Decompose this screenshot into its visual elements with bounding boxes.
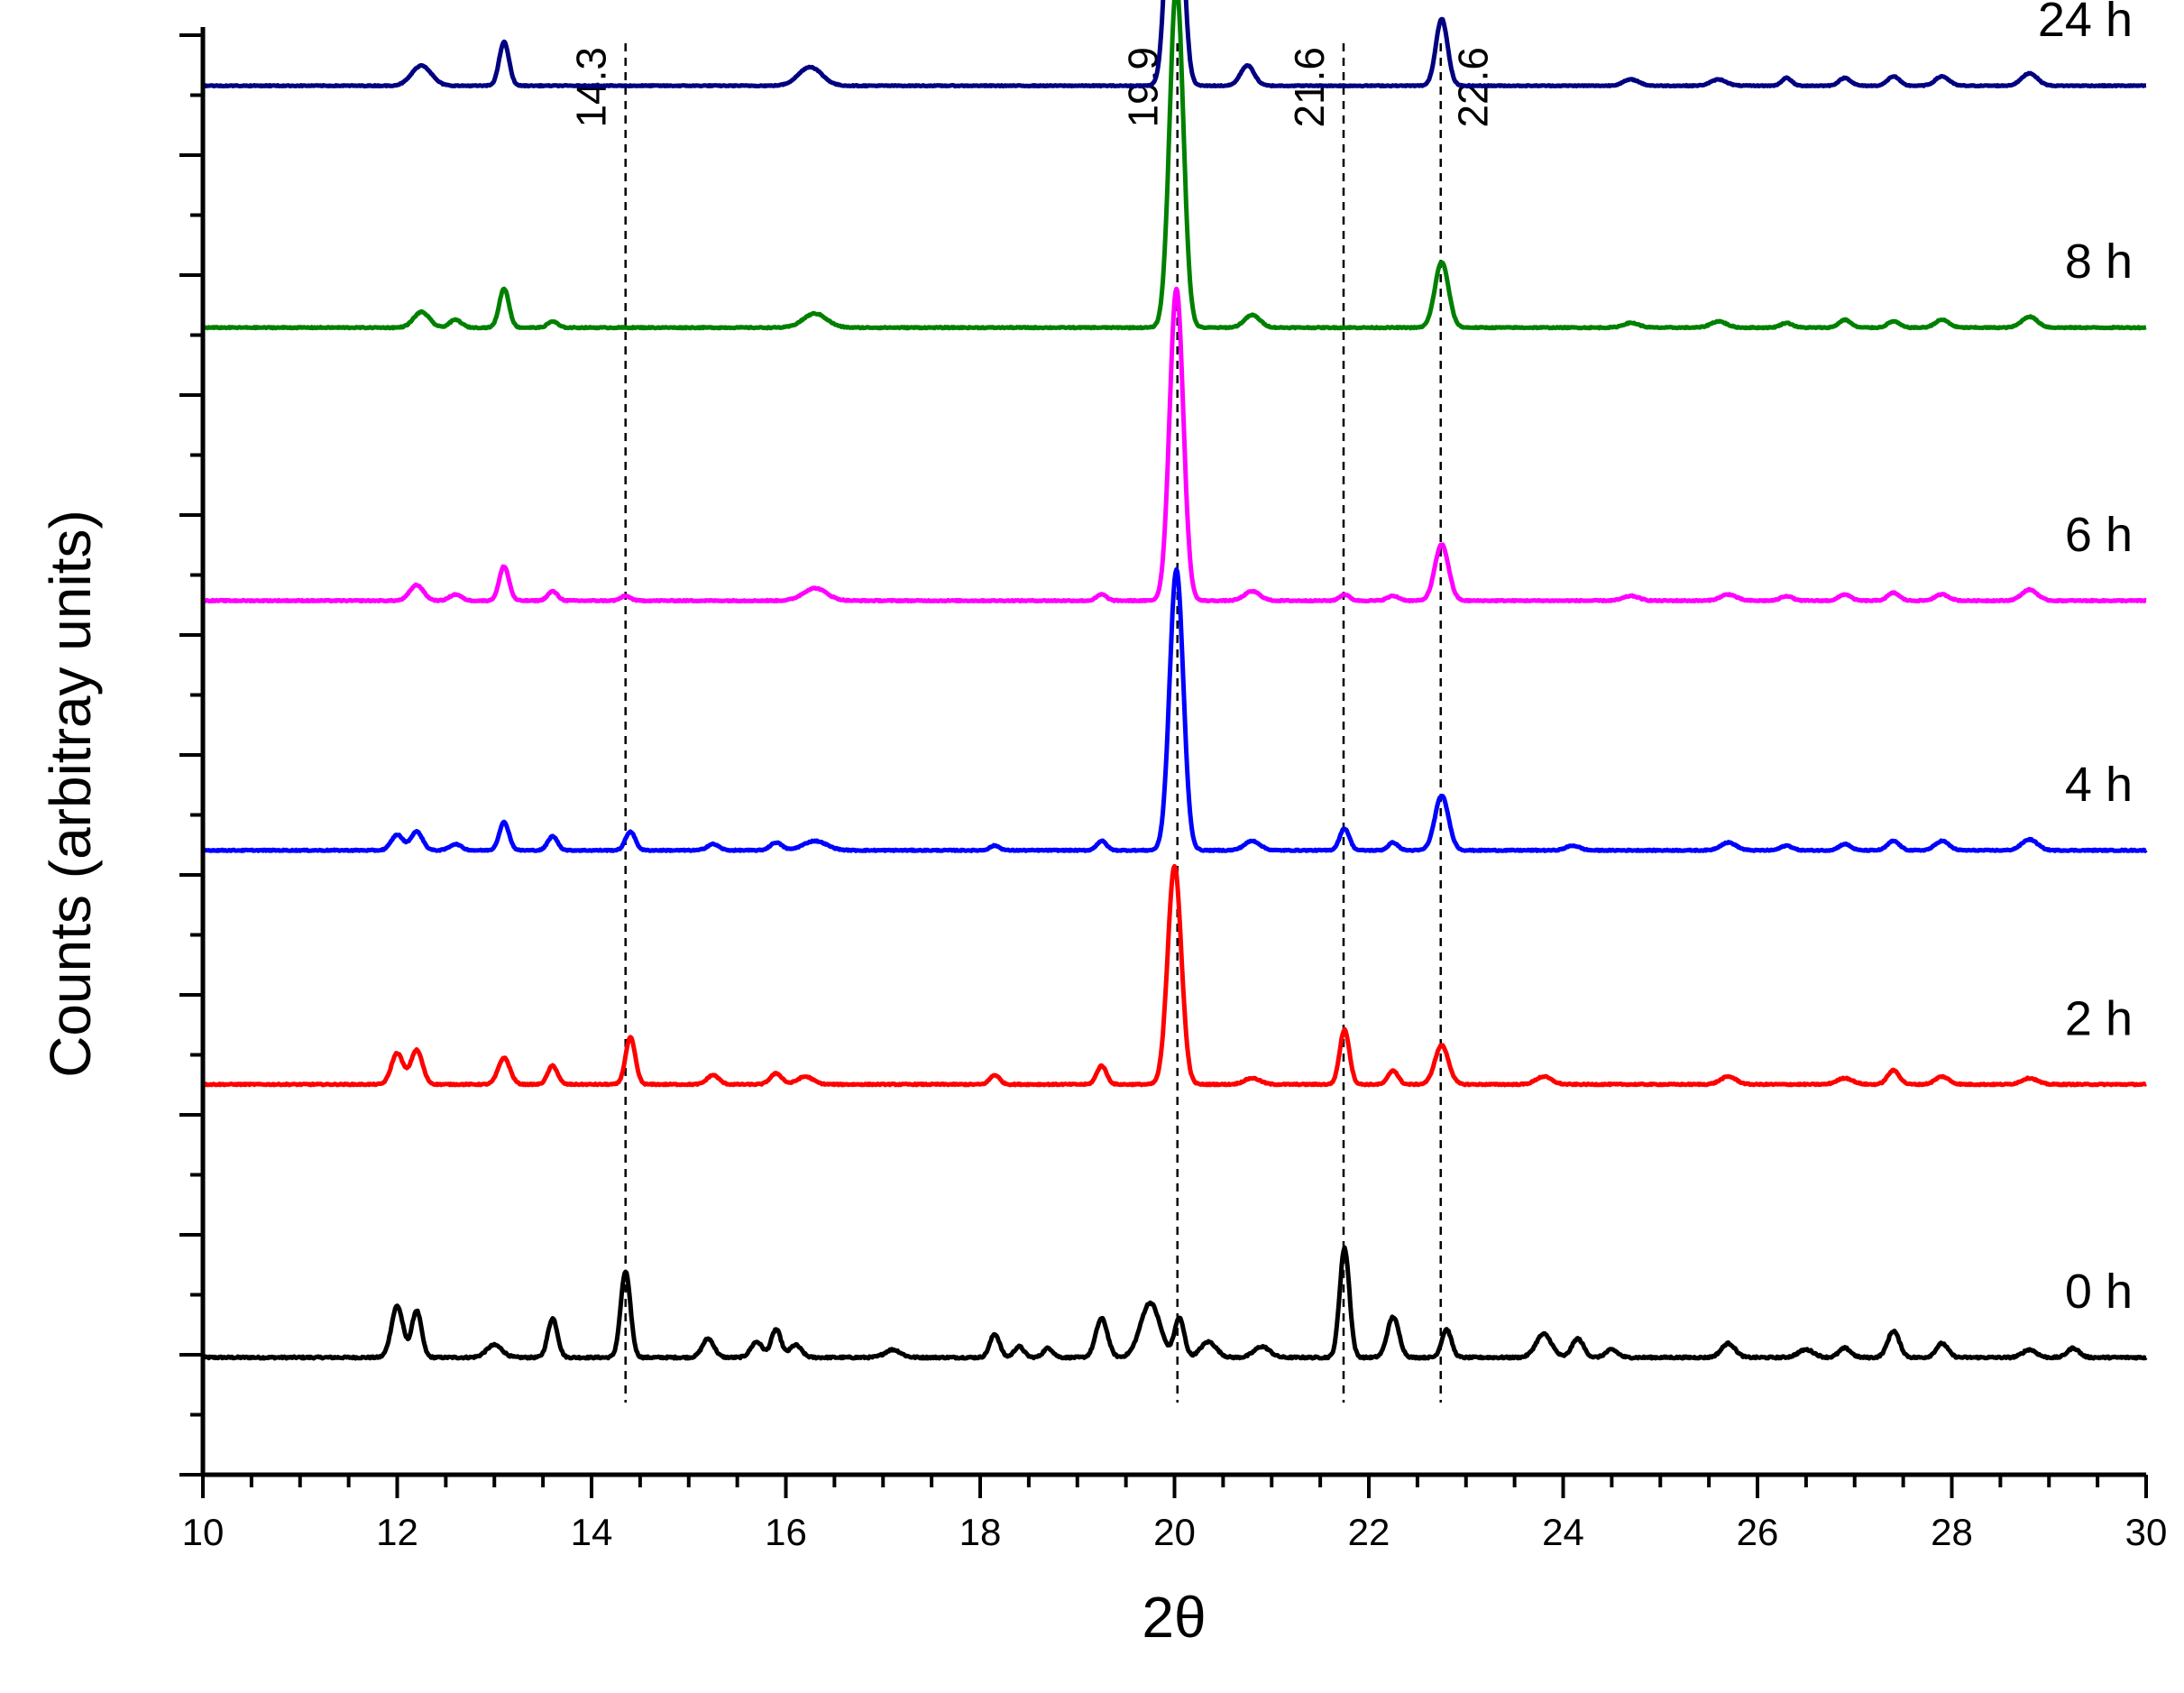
- reference-lines: 14.3 19.9 21.6 22.6: [568, 43, 1497, 1403]
- y-ticks: [179, 33, 203, 1477]
- series-line-8h: [201, 0, 2148, 331]
- x-tick-label: 20: [1153, 1511, 1196, 1553]
- series-label: 2 h: [2065, 991, 2133, 1045]
- x-tick-label: 10: [182, 1511, 225, 1553]
- x-tick-label: 14: [571, 1511, 613, 1553]
- series-label: 0 h: [2065, 1265, 2133, 1319]
- x-tick-label: 28: [1931, 1511, 1973, 1553]
- x-axis-title: 2θ: [1142, 1585, 1206, 1650]
- series-line-24h: [201, 0, 2148, 89]
- x-tick-label: 18: [959, 1511, 1002, 1553]
- series-line-2h: [201, 863, 2148, 1088]
- x-tick-label: 22: [1348, 1511, 1390, 1553]
- x-ticks: 10 12 14 16 18 20 22 24 26 28 30: [182, 1475, 2168, 1553]
- series-layer: [201, 0, 2148, 1361]
- series-label: 6 h: [2065, 508, 2133, 562]
- series-label: 4 h: [2065, 758, 2133, 812]
- x-tick-label: 12: [376, 1511, 418, 1553]
- axes: [200, 27, 2146, 1477]
- x-tick-label: 30: [2125, 1511, 2168, 1553]
- series-line-6h: [201, 286, 2148, 604]
- x-tick-label: 26: [1737, 1511, 1779, 1553]
- series-label: 8 h: [2065, 235, 2133, 289]
- series-label: 24 h: [2038, 0, 2133, 47]
- series-line-0h: [201, 1245, 2148, 1361]
- y-axis-title: Counts (arbitray units): [38, 510, 103, 1078]
- x-tick-label: 16: [765, 1511, 807, 1553]
- series-line-4h: [201, 566, 2148, 853]
- series-labels: 0 h 2 h 4 h 6 h 8 h 24 h: [2038, 0, 2133, 1319]
- x-tick-label: 24: [1542, 1511, 1584, 1553]
